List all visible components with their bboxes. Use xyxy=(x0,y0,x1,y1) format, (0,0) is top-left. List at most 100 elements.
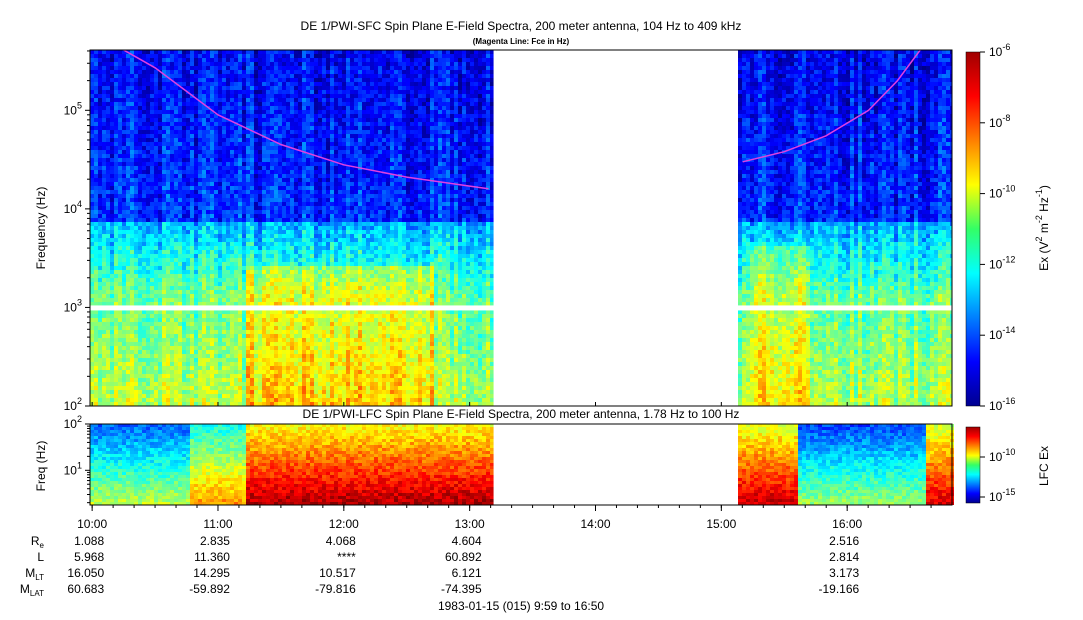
spectrogram-cell xyxy=(190,338,194,342)
spectrogram-cell xyxy=(174,186,178,190)
spectrogram-cell xyxy=(190,194,194,198)
spectrogram-cell xyxy=(158,302,162,306)
spectrogram-cell xyxy=(154,370,158,374)
spectrogram-cell xyxy=(94,290,98,294)
spectrogram-cell xyxy=(110,266,114,270)
spectrogram-cell xyxy=(250,58,254,62)
spectrogram-cell xyxy=(90,270,94,274)
spectrogram-cell xyxy=(118,246,122,250)
spectrogram-cell xyxy=(98,90,102,94)
spectrogram-cell xyxy=(262,50,266,54)
spectrogram-cell xyxy=(122,158,126,162)
spectrogram-cell xyxy=(106,98,110,102)
spectrogram-cell xyxy=(134,302,138,306)
spectrogram-cell xyxy=(258,334,262,338)
spectrogram-cell xyxy=(170,70,174,74)
spectrogram-cell xyxy=(170,242,174,246)
spectrogram-cell xyxy=(162,362,166,366)
spectrogram-cell xyxy=(190,298,194,302)
spectrogram-cell xyxy=(178,346,182,350)
spectrogram-cell xyxy=(182,282,186,286)
spectrogram-cell xyxy=(110,338,114,342)
spectrogram-cell xyxy=(258,290,262,294)
spectrogram-cell xyxy=(250,370,254,374)
spectrogram-cell xyxy=(222,98,226,102)
spectrogram-cell xyxy=(182,90,186,94)
spectrogram-cell xyxy=(254,66,258,70)
spectrogram-cell xyxy=(230,246,234,250)
spectrogram-cell xyxy=(302,222,306,226)
spectrogram-cell xyxy=(266,190,270,194)
spectrogram-cell xyxy=(186,198,190,202)
spectrogram-cell xyxy=(302,122,306,126)
spectrogram-cell xyxy=(214,114,218,118)
spectrogram-cell xyxy=(158,262,162,266)
spectrogram-cell xyxy=(230,270,234,274)
spectrogram-cell xyxy=(210,158,214,162)
spectrogram-cell xyxy=(278,390,282,394)
spectrogram-cell xyxy=(206,170,210,174)
spectrogram-cell xyxy=(110,70,114,74)
spectrogram-cell xyxy=(270,362,274,366)
spectrogram-cell xyxy=(274,150,278,154)
spectrogram-cell xyxy=(250,198,254,202)
spectrogram-cell xyxy=(278,298,282,302)
spectrogram-cell xyxy=(290,270,294,274)
spectrogram-cell xyxy=(262,54,266,58)
spectrogram-cell xyxy=(254,90,258,94)
spectrogram-cell xyxy=(130,246,134,250)
spectrogram-cell xyxy=(202,266,206,270)
spectrogram-cell xyxy=(242,278,246,282)
spectrogram-cell xyxy=(150,66,154,70)
spectrogram-cell xyxy=(138,182,142,186)
spectrogram-cell xyxy=(282,246,286,250)
spectrogram-cell xyxy=(274,78,278,82)
spectrogram-cell xyxy=(126,254,130,258)
spectrogram-cell xyxy=(178,158,182,162)
spectrogram-cell xyxy=(246,318,250,322)
spectrogram-cell xyxy=(206,274,210,278)
spectrogram-cell xyxy=(186,190,190,194)
spectrogram-cell xyxy=(186,234,190,238)
spectrogram-cell xyxy=(198,210,202,214)
spectrogram-cell xyxy=(130,390,134,394)
spectrogram-cell xyxy=(226,350,230,354)
spectrogram-cell xyxy=(186,178,190,182)
spectrogram-cell xyxy=(162,102,166,106)
spectrogram-cell xyxy=(302,126,306,130)
spectrogram-cell xyxy=(294,202,298,206)
spectrogram-cell xyxy=(230,234,234,238)
spectrogram-cell xyxy=(146,78,150,82)
spectrogram-cell xyxy=(234,342,238,346)
spectrogram-cell xyxy=(226,106,230,110)
spectrogram-cell xyxy=(258,310,262,314)
spectrogram-cell xyxy=(286,66,290,70)
spectrogram-cell xyxy=(150,326,154,330)
spectrogram-cell xyxy=(142,154,146,158)
spectrogram-cell xyxy=(242,242,246,246)
spectrogram-cell xyxy=(210,234,214,238)
spectrogram-cell xyxy=(146,158,150,162)
spectrogram-cell xyxy=(230,330,234,334)
spectrogram-cell xyxy=(258,226,262,230)
spectrogram-cell xyxy=(178,122,182,126)
spectrogram-cell xyxy=(106,78,110,82)
spectrogram-cell xyxy=(218,242,222,246)
spectrogram-cell xyxy=(198,214,202,218)
spectrogram-cell xyxy=(258,250,262,254)
spectrogram-cell xyxy=(210,186,214,190)
spectrogram-cell xyxy=(154,134,158,138)
spectrogram-cell xyxy=(158,358,162,362)
spectrogram-cell xyxy=(198,334,202,338)
spectrogram-cell xyxy=(266,394,270,398)
spectrogram-cell xyxy=(310,94,314,98)
spectrogram-cell xyxy=(194,110,198,114)
spectrogram-cell xyxy=(134,166,138,170)
spectrogram-cell xyxy=(214,86,218,90)
spectrogram-cell xyxy=(254,362,258,366)
spectrogram-cell xyxy=(238,270,242,274)
spectrogram-cell xyxy=(278,166,282,170)
spectrogram-cell xyxy=(254,270,258,274)
spectrogram-cell xyxy=(98,378,102,382)
spectrogram-cell xyxy=(138,178,142,182)
